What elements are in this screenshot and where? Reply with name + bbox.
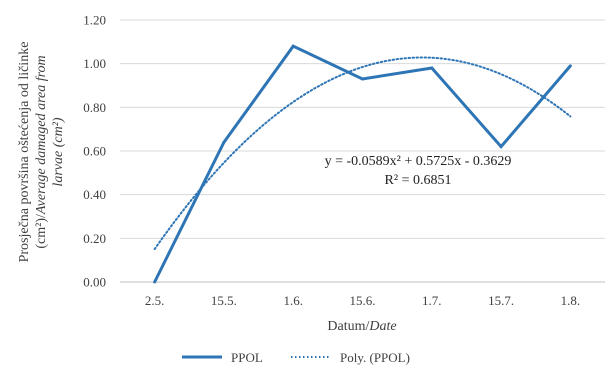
x-tick-labels: 2.5. 15.5. 1.6. 15.6. 1.7. 15.7. 1.8.: [145, 293, 580, 308]
y-tick-label: 1.20: [83, 13, 106, 28]
y-axis-title-line2-italic: Average damaged area from: [34, 55, 49, 215]
x-tick-label: 2.5.: [145, 293, 165, 308]
y-axis-title: Prosječna površina oštećenja od ličinke …: [17, 42, 66, 263]
x-tick-label: 15.7.: [488, 293, 514, 308]
y-tick-label: 1.00: [83, 56, 106, 71]
trendline-curve: [153, 56, 572, 251]
data-point: [291, 44, 295, 48]
y-tick-label: 0.20: [83, 231, 106, 246]
data-point: [430, 66, 434, 70]
data-point: [499, 145, 503, 149]
x-tick-label: 1.7.: [422, 293, 442, 308]
legend-label-trendline: Poly. (PPOL): [340, 350, 410, 365]
x-axis-title-plain: Datum/: [327, 319, 369, 334]
y-tick-label: 0.40: [83, 187, 106, 202]
series-layer: [153, 44, 572, 284]
x-tick-label: 1.8.: [561, 293, 581, 308]
y-tick-labels: 0.00 0.20 0.40 0.60 0.80 1.00 1.20: [83, 13, 106, 290]
legend: PPOL Poly. (PPOL): [182, 350, 410, 365]
y-axis-title-line2: (cm²)/Average damaged area from: [34, 55, 49, 248]
data-point: [568, 64, 572, 68]
y-tick-label: 0.00: [83, 275, 106, 290]
x-tick-label: 15.6.: [350, 293, 376, 308]
trendline-layer: [153, 56, 572, 251]
r-squared-label: R² = 0.6851: [385, 173, 452, 188]
x-axis-title: Datum/Date: [327, 319, 396, 334]
data-point: [222, 140, 226, 144]
y-tick-label: 0.60: [83, 144, 106, 159]
data-point: [361, 77, 364, 81]
trendline-equation: y = -0.0589x² + 0.5725x - 0.3629: [325, 154, 512, 169]
y-axis-title-line2-plain: (cm²)/: [34, 214, 49, 249]
y-axis-title-line3: larvae (cm²): [51, 117, 66, 186]
y-axis-title-line1: Prosječna površina oštećenja od ličinke: [17, 42, 32, 263]
legend-label-ppol: PPOL: [231, 350, 263, 365]
x-tick-label: 1.6.: [283, 293, 303, 308]
data-point: [153, 280, 157, 284]
x-axis-title-italic: Date: [368, 319, 396, 334]
x-tick-label: 15.5.: [211, 293, 237, 308]
gridlines: [120, 19, 605, 283]
y-tick-label: 0.80: [83, 100, 106, 115]
